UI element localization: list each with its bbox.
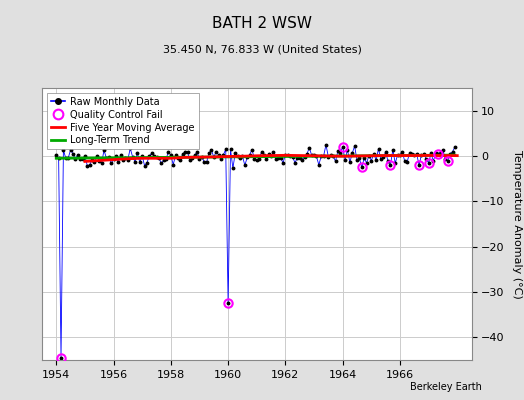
Text: Berkeley Earth: Berkeley Earth xyxy=(410,382,482,392)
Legend: Raw Monthly Data, Quality Control Fail, Five Year Moving Average, Long-Term Tren: Raw Monthly Data, Quality Control Fail, … xyxy=(47,93,199,149)
Y-axis label: Temperature Anomaly (°C): Temperature Anomaly (°C) xyxy=(512,150,522,298)
Text: 35.450 N, 76.833 W (United States): 35.450 N, 76.833 W (United States) xyxy=(162,44,362,54)
Text: BATH 2 WSW: BATH 2 WSW xyxy=(212,16,312,31)
